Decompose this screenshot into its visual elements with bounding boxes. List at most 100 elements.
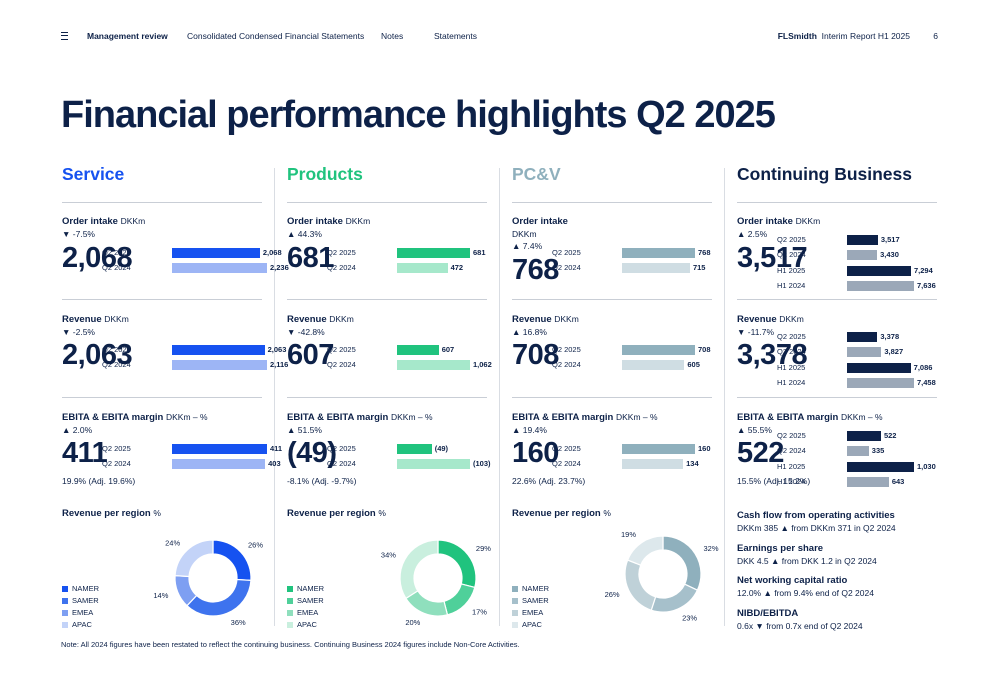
legend-swatch (62, 610, 68, 617)
divider (512, 397, 712, 398)
bar (172, 248, 260, 258)
bar-value-label: 643 (891, 476, 905, 486)
donut-slice-label: 32% (704, 544, 719, 553)
order-intake-label: Order intake (512, 216, 568, 227)
bar-value-label: 607 (441, 345, 455, 354)
ebita-change: ▲ 2.0% (62, 425, 93, 435)
kpi-detail: 0.6x ▼ from 0.7x end of Q2 2024 (737, 621, 863, 631)
order-intake-change: ▲ 2.5% (737, 229, 768, 239)
ebita-label: EBITA & EBITA margin DKKm – % (512, 412, 658, 423)
bar-period-label: H1 2025 (777, 461, 806, 471)
kpi-detail: DKKm 385 ▲ from DKKm 371 in Q2 2024 (737, 523, 896, 533)
metric-name: EBITA & EBITA margin (737, 412, 839, 423)
nav-statements[interactable]: Statements (434, 31, 477, 41)
nav-management-review[interactable]: Management review (87, 31, 168, 41)
legend-label: NAMER (297, 584, 325, 593)
bar (847, 332, 878, 342)
ebita-change: ▲ 19.4% (512, 425, 547, 435)
donut-slice-label: 17% (472, 607, 487, 616)
divider (512, 299, 712, 300)
bar-row: Q2 2025 768 (512, 248, 712, 258)
bar (397, 248, 470, 258)
order-intake-unit: DKKm (512, 229, 537, 239)
kpi-nibd-ebitda: NIBD/EBITDA 0.6x ▼ from 0.7x end of Q2 2… (737, 608, 863, 631)
bar-value-label: 134 (686, 459, 699, 468)
revenue-change: ▼ -2.5% (62, 327, 95, 337)
bar-row: Q2 2025 681 (287, 248, 487, 258)
column-divider (499, 168, 500, 626)
bar (172, 360, 267, 370)
bar (172, 345, 265, 355)
region-label: Revenue per region % (287, 508, 386, 519)
metric-name: Revenue per region (62, 508, 151, 519)
bar (847, 476, 889, 487)
donut-slice-label: 36% (231, 618, 246, 627)
legend-item: EMEA (62, 607, 99, 619)
legend-item: APAC (62, 619, 99, 631)
bar (397, 459, 470, 469)
order-intake-change: ▲ 44.3% (287, 229, 322, 239)
metric-name: Revenue (62, 314, 102, 325)
region-donut-chart: 32% 23% 26% 19% (605, 530, 719, 623)
bar (847, 250, 878, 261)
ebita-value: 160 (512, 437, 559, 469)
kpi-earnings-per-share: Earnings per share DKK 4.5 ▲ from DKK 1.… (737, 543, 877, 566)
metric-unit: DKKm (120, 216, 146, 226)
nav-financial-statements[interactable]: Consolidated Condensed Financial Stateme… (187, 31, 365, 41)
region-donut-chart: 29% 17% 20% 34% (381, 539, 491, 627)
kpi-title: Cash flow from operating activities (737, 510, 895, 521)
bar-value-label: (49) (434, 444, 449, 453)
region-donut-chart: 26% 36% 14% 24% (153, 539, 263, 628)
top-navigation: Management review Consolidated Condensed… (61, 30, 938, 44)
bar-row: Q2 2025 3,517 (737, 235, 937, 245)
pcv-title: PC&V (512, 164, 561, 184)
bar-period-label: Q2 2024 (552, 263, 581, 272)
revenue-change: ▼ -42.8% (287, 327, 325, 337)
bar-value-label: 411 (270, 444, 283, 453)
legend-swatch (287, 598, 293, 605)
legend-label: EMEA (522, 608, 544, 617)
ebita-label: EBITA & EBITA margin DKKm – % (737, 412, 883, 423)
metric-unit: DKKm (795, 216, 821, 226)
divider (62, 202, 262, 203)
donut-slice (626, 535, 664, 566)
legend-item: NAMER (512, 583, 549, 595)
revenue-label: Revenue DKKm (62, 314, 129, 325)
donut-slice (624, 559, 657, 611)
bar-row: Q2 2024 403 (62, 459, 281, 469)
footnote: Note: All 2024 figures have been restate… (61, 640, 520, 649)
bar (172, 459, 266, 469)
bar-period-label: Q2 2025 (102, 248, 131, 257)
legend-label: APAC (297, 620, 317, 629)
metric-name: EBITA & EBITA margin (512, 412, 614, 423)
nav-notes[interactable]: Notes (381, 31, 404, 41)
ebita-value: 522 (737, 437, 784, 469)
kpi-title: NIBD/EBITDA (737, 608, 799, 619)
legend-label: APAC (72, 620, 92, 629)
bar (847, 461, 914, 472)
bar-value-label: 2,063 (267, 345, 287, 354)
page-title: Financial performance highlights Q2 2025 (61, 94, 776, 136)
service-title: Service (62, 164, 125, 184)
bar-row: H1 2024 643 (737, 476, 937, 487)
ebita-label: EBITA & EBITA margin DKKm – % (62, 412, 208, 423)
kpi-title: Net working capital ratio (737, 575, 848, 586)
legend-swatch (512, 598, 518, 605)
bar (622, 444, 695, 454)
bar-period-label: Q2 2024 (102, 360, 131, 369)
revenue-value: 2,063 (62, 339, 133, 371)
menu-icon[interactable] (61, 32, 68, 40)
legend-swatch (512, 586, 518, 593)
bar (397, 345, 439, 355)
divider (737, 202, 937, 203)
legend-label: NAMER (72, 584, 100, 593)
bar-row: Q2 2025 411 (62, 444, 282, 454)
bar-value-label: 1,062 (473, 360, 492, 369)
bar-row: Q2 2024 (103) (287, 459, 491, 469)
bar-period-label: Q2 2025 (327, 345, 356, 354)
service-column: Service Order intake DKKm ▼ -7.5% 2,068 … (62, 162, 289, 632)
donut-slice-label: 26% (248, 541, 263, 550)
bar-period-label: Q2 2025 (102, 345, 131, 354)
divider (737, 397, 937, 398)
legend-swatch (62, 586, 68, 593)
